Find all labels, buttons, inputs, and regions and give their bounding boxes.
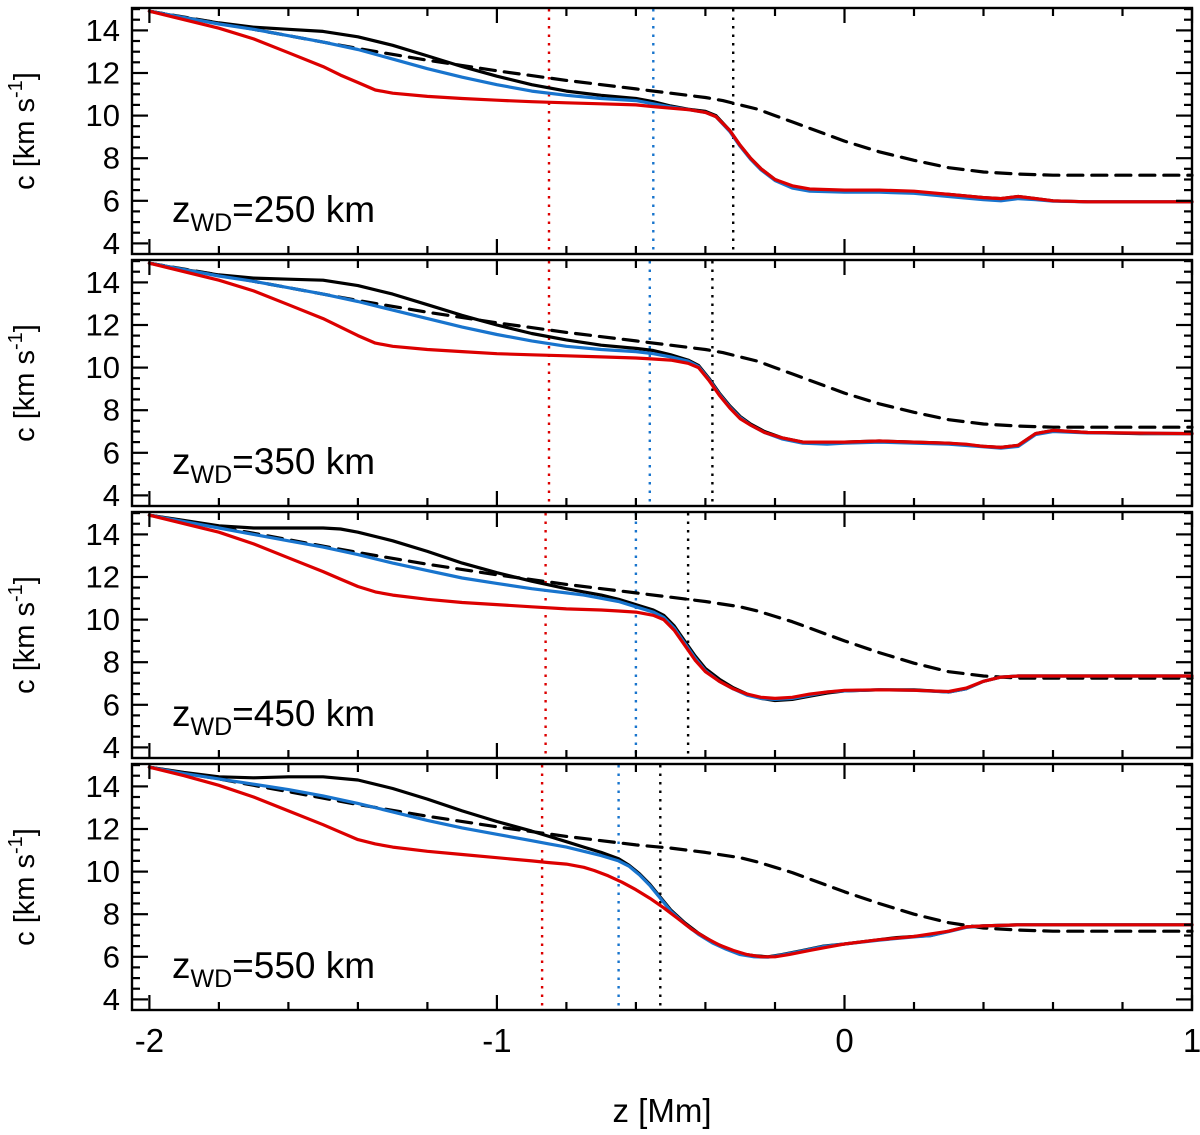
y-tick-label: 12 (86, 812, 120, 847)
panel-label-zwd-250: zWD=250 km (172, 189, 375, 237)
panel-frame (130, 762, 1194, 1012)
y-tick-label: 10 (86, 98, 120, 133)
series-reference-dashed (147, 9, 1194, 177)
y-tick-label: 10 (86, 854, 120, 889)
y-tick-label: 14 (86, 13, 120, 48)
panel-frame (130, 6, 1194, 256)
y-tick-label: 10 (86, 602, 120, 637)
x-tick-label: -2 (135, 1022, 164, 1059)
y-tick-label: 4 (103, 226, 120, 261)
y-tick-label: 12 (86, 560, 120, 595)
y-tick-label: 4 (103, 730, 120, 765)
series-reference-dashed (147, 261, 1194, 429)
x-tick-label: 0 (835, 1022, 853, 1059)
y-tick-label: 8 (103, 393, 120, 428)
y-tick-label: 6 (103, 687, 120, 722)
panel-label-zwd-450: zWD=450 km (172, 693, 375, 741)
y-tick-label: 8 (103, 897, 120, 932)
x-axis-label: z [Mm] (613, 1092, 712, 1129)
y-tick-label: 14 (86, 517, 120, 552)
y-axis-label: c [km s-1] (5, 72, 41, 190)
series-red-solid (147, 765, 1194, 959)
y-axis-label: c [km s-1] (5, 828, 41, 946)
y-axis-label: c [km s-1] (5, 576, 41, 694)
y-tick-label: 14 (86, 265, 120, 300)
y-tick-label: 6 (103, 183, 120, 218)
panel-label-zwd-550: zWD=550 km (172, 945, 375, 993)
y-tick-label: 12 (86, 56, 120, 91)
y-tick-label: 14 (86, 769, 120, 804)
panel-frame (130, 258, 1194, 508)
y-tick-label: 12 (86, 308, 120, 343)
series-red-solid (147, 513, 1194, 701)
y-tick-label: 4 (103, 982, 120, 1017)
y-tick-label: 8 (103, 141, 120, 176)
x-tick-label: -1 (482, 1022, 511, 1059)
series-blue-solid (147, 513, 1194, 702)
y-tick-label: 8 (103, 645, 120, 680)
y-tick-label: 6 (103, 435, 120, 470)
panel-zwd-550: 4 6 8 10 12 14 zWD=550 km c [km s-1] (5, 762, 1194, 1017)
y-tick-label: 6 (103, 939, 120, 974)
x-tick-label: 1 (1183, 1022, 1200, 1059)
series-red-solid (147, 261, 1194, 449)
series-reference-dashed (147, 765, 1194, 933)
series-blue-solid (147, 261, 1194, 450)
y-tick-label: 4 (103, 478, 120, 513)
series-reference-dashed (147, 513, 1194, 680)
panel-zwd-250: 4 6 8 10 12 14 zWD=250 km c [km s-1] (5, 6, 1194, 261)
panel-zwd-450: 4 6 8 10 12 14 zWD=450 km c [km s-1] (5, 510, 1194, 765)
panel-frame (130, 510, 1194, 760)
panel-label-zwd-350: zWD=350 km (172, 441, 375, 489)
y-axis-label: c [km s-1] (5, 324, 41, 442)
y-tick-label: 10 (86, 350, 120, 385)
panel-zwd-350: 4 6 8 10 12 14 zWD=350 km c [km s-1] (5, 258, 1194, 513)
x-axis-labels: -2 -1 0 1 z [Mm] (135, 1022, 1200, 1129)
series-red-solid (147, 9, 1194, 204)
